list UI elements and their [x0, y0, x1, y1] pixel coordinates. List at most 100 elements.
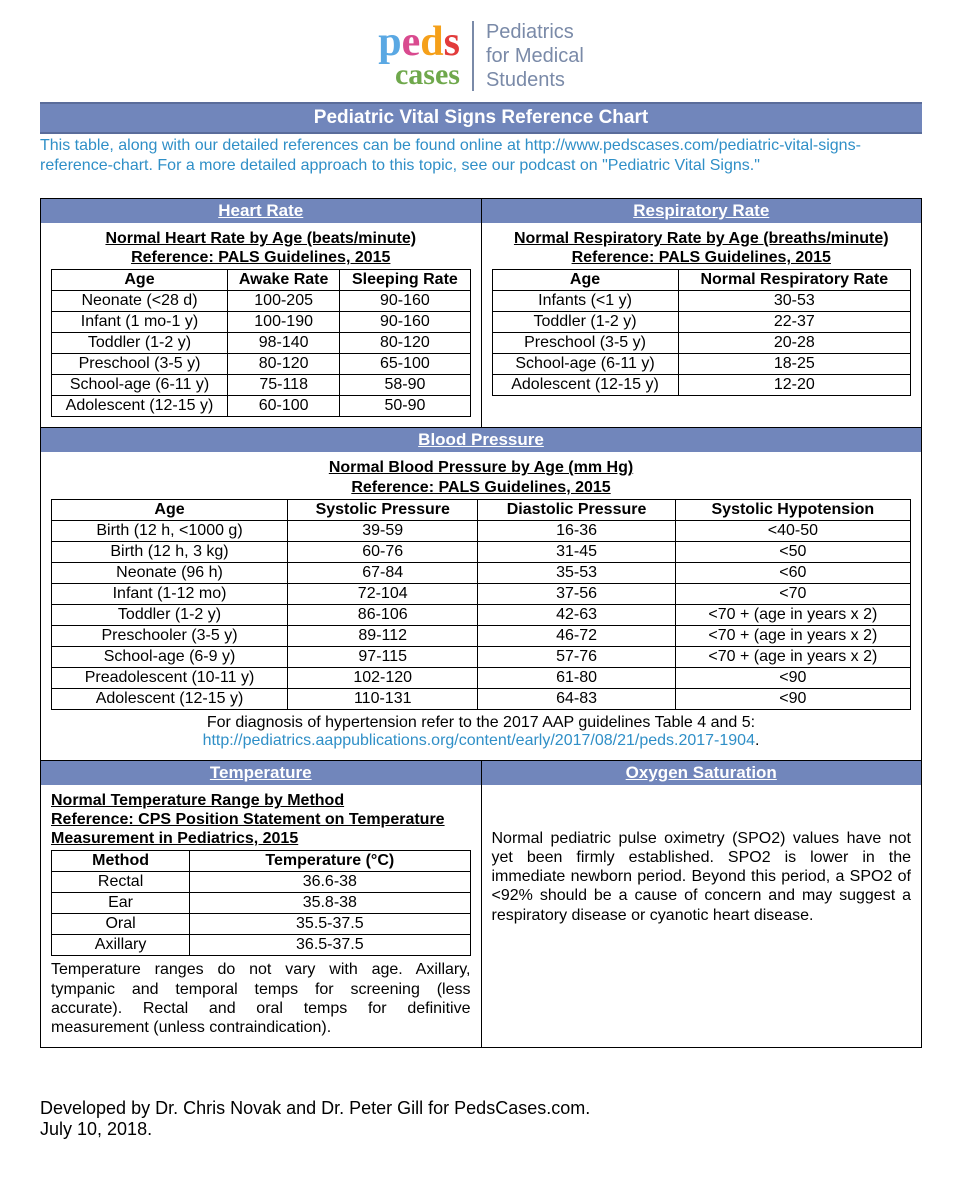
cell: 60-100 [227, 396, 339, 417]
cell: Birth (12 h, <1000 g) [52, 520, 288, 541]
col-header: Awake Rate [227, 270, 339, 291]
cell: 90-160 [340, 312, 470, 333]
cell: 12-20 [678, 375, 910, 396]
cell: Preschool (3-5 y) [492, 333, 678, 354]
cell: 61-80 [478, 667, 675, 688]
cell: 58-90 [340, 375, 470, 396]
cell: 46-72 [478, 625, 675, 646]
cell: Infants (<1 y) [492, 291, 678, 312]
temp-title2: Reference: CPS Position Statement on Tem… [51, 810, 471, 848]
section-header: Respiratory Rate [482, 199, 922, 223]
logo-tagline: Pediatrics for Medical Students [486, 20, 584, 92]
col-header: Temperature (°C) [190, 851, 470, 872]
cell: <90 [675, 667, 910, 688]
cell: 50-90 [340, 396, 470, 417]
rr-title2: Reference: PALS Guidelines, 2015 [492, 248, 912, 267]
section-header: Heart Rate [41, 199, 481, 223]
cell: 86-106 [288, 604, 478, 625]
footer: Developed by Dr. Chris Novak and Dr. Pet… [40, 1098, 922, 1140]
blood-pressure-table: Age Systolic Pressure Diastolic Pressure… [51, 499, 911, 710]
col-header: Sleeping Rate [340, 270, 470, 291]
temperature-table: Method Temperature (°C) Rectal36.6-38 Ea… [51, 850, 471, 956]
cell: Axillary [52, 935, 190, 956]
cell: <40-50 [675, 520, 910, 541]
cell: 36.5-37.5 [190, 935, 470, 956]
respiratory-rate-table: Age Normal Respiratory Rate Infants (<1 … [492, 269, 912, 396]
cell: <70 + (age in years x 2) [675, 625, 910, 646]
col-header: Age [52, 270, 228, 291]
cell: 16-36 [478, 520, 675, 541]
logo-divider [472, 21, 474, 91]
temperature-note: Temperature ranges do not vary with age.… [51, 960, 471, 1037]
page-title: Pediatric Vital Signs Reference Chart [40, 102, 922, 134]
cell: <50 [675, 541, 910, 562]
footer-line2: July 10, 2018. [40, 1119, 922, 1140]
bp-title1: Normal Blood Pressure by Age (mm Hg) [51, 458, 911, 477]
cell: Toddler (1-2 y) [52, 604, 288, 625]
col-header: Normal Respiratory Rate [678, 270, 910, 291]
logo: peds cases Pediatrics for Medical Studen… [40, 20, 922, 92]
cell: 80-120 [340, 333, 470, 354]
cell: <70 [675, 583, 910, 604]
cell: Neonate (96 h) [52, 562, 288, 583]
cell: 60-76 [288, 541, 478, 562]
cell: Adolescent (12-15 y) [492, 375, 678, 396]
tagline-line: Students [486, 69, 565, 91]
bp-note-text: For diagnosis of hypertension refer to t… [207, 714, 755, 731]
cell: 39-59 [288, 520, 478, 541]
cell: Infant (1-12 mo) [52, 583, 288, 604]
cell: 64-83 [478, 688, 675, 709]
cell: <70 + (age in years x 2) [675, 646, 910, 667]
col-header: Age [52, 499, 288, 520]
footer-line1: Developed by Dr. Chris Novak and Dr. Pet… [40, 1098, 922, 1119]
heart-rate-section: Heart Rate Normal Heart Rate by Age (bea… [40, 198, 482, 428]
cell: 30-53 [678, 291, 910, 312]
cell: Ear [52, 893, 190, 914]
col-header: Diastolic Pressure [478, 499, 675, 520]
cell: 67-84 [288, 562, 478, 583]
cell: 102-120 [288, 667, 478, 688]
col-header: Systolic Hypotension [675, 499, 910, 520]
rr-title1: Normal Respiratory Rate by Age (breaths/… [492, 229, 912, 248]
cell: 100-205 [227, 291, 339, 312]
cell: Preschool (3-5 y) [52, 354, 228, 375]
section-header: Oxygen Saturation [482, 761, 922, 785]
blood-pressure-section: Blood Pressure Normal Blood Pressure by … [40, 428, 922, 760]
cell: 31-45 [478, 541, 675, 562]
cell: 57-76 [478, 646, 675, 667]
cell: 22-37 [678, 312, 910, 333]
cell: Adolescent (12-15 y) [52, 396, 228, 417]
cell: Oral [52, 914, 190, 935]
cell: Preschooler (3-5 y) [52, 625, 288, 646]
oxygen-note: Normal pediatric pulse oximetry (SPO2) v… [492, 829, 912, 925]
hr-title2: Reference: PALS Guidelines, 2015 [51, 248, 471, 267]
cell: 72-104 [288, 583, 478, 604]
cell: <90 [675, 688, 910, 709]
cell: 36.6-38 [190, 872, 470, 893]
temp-title1: Normal Temperature Range by Method [51, 791, 471, 810]
section-header: Blood Pressure [41, 428, 921, 452]
cell: 35.8-38 [190, 893, 470, 914]
col-header: Method [52, 851, 190, 872]
col-header: Systolic Pressure [288, 499, 478, 520]
cell: <60 [675, 562, 910, 583]
tagline-line: for Medical [486, 45, 584, 67]
intro-post: . For a more detailed approach to this t… [149, 157, 760, 174]
cell: 89-112 [288, 625, 478, 646]
bp-note-link[interactable]: http://pediatrics.aappublications.org/co… [203, 732, 755, 749]
logo-wordmark: peds cases [378, 24, 460, 89]
cell: School-age (6-11 y) [492, 354, 678, 375]
temperature-section: Temperature Normal Temperature Range by … [40, 761, 482, 1048]
col-header: Age [492, 270, 678, 291]
hr-title1: Normal Heart Rate by Age (beats/minute) [51, 229, 471, 248]
cell: 110-131 [288, 688, 478, 709]
tagline-line: Pediatrics [486, 21, 574, 43]
respiratory-rate-section: Respiratory Rate Normal Respiratory Rate… [482, 198, 923, 428]
cell: 98-140 [227, 333, 339, 354]
cell: 35.5-37.5 [190, 914, 470, 935]
bp-note: For diagnosis of hypertension refer to t… [51, 714, 911, 750]
oxygen-section: Oxygen Saturation Normal pediatric pulse… [482, 761, 923, 1048]
cell: 90-160 [340, 291, 470, 312]
cell: 37-56 [478, 583, 675, 604]
cell: Neonate (<28 d) [52, 291, 228, 312]
